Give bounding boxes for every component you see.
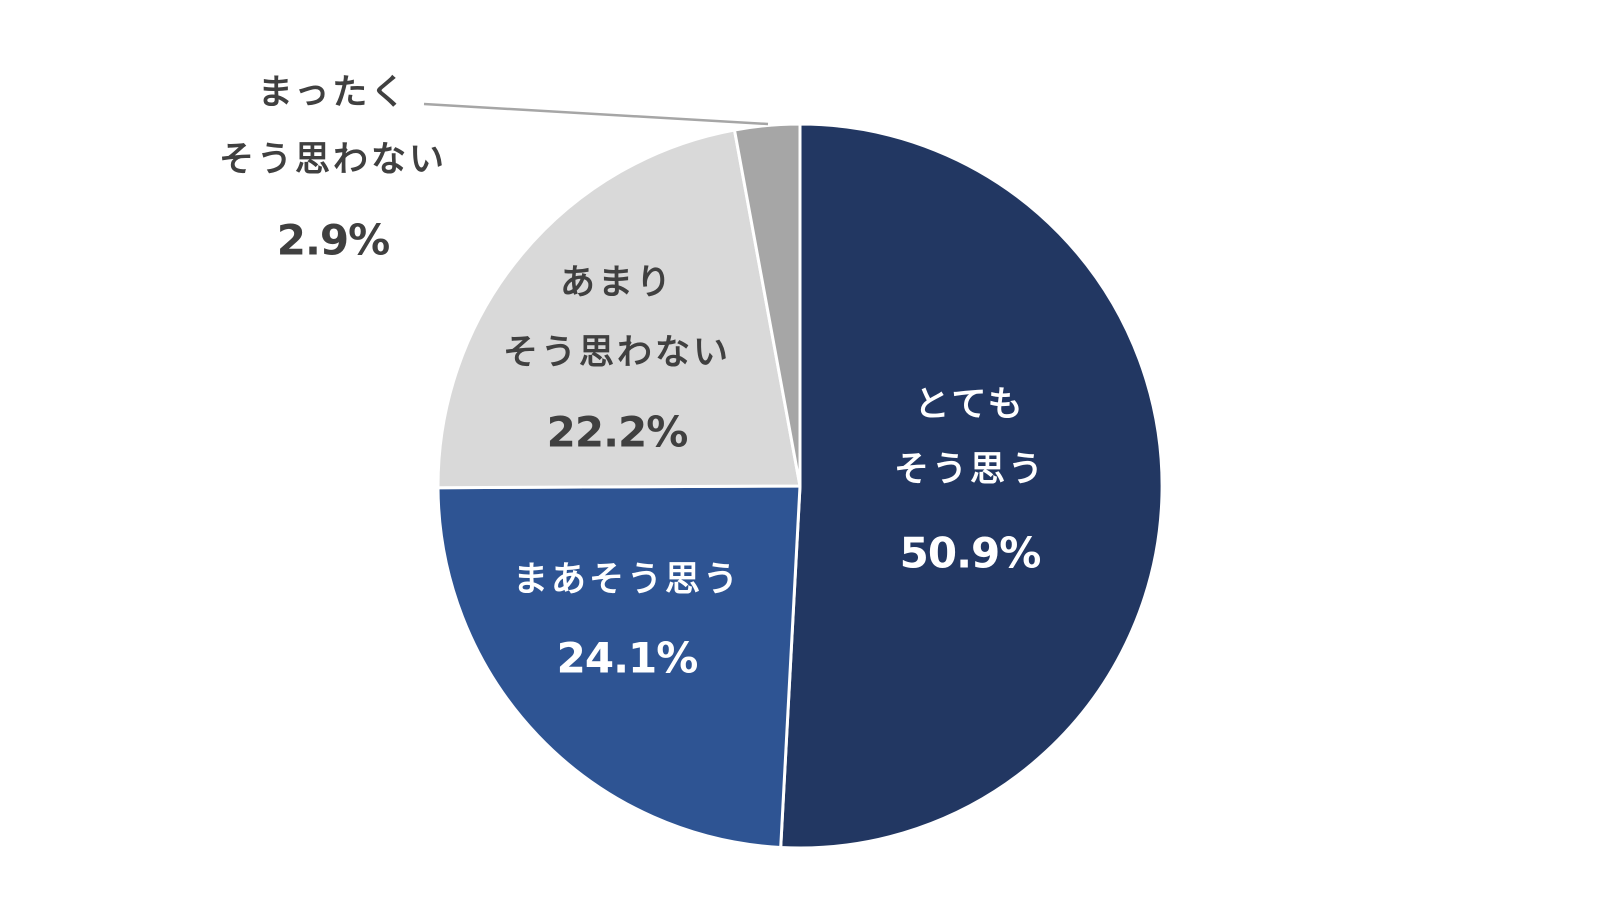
pie-slice-2: [436, 484, 802, 849]
leader-line: [423, 102, 769, 126]
slice-value-label-4: 2.9%: [277, 216, 389, 265]
slice-label-4-line-2: そう思わない: [219, 140, 447, 180]
pie-slice-3: [436, 128, 802, 490]
slice-value-label-3: 22.2%: [547, 408, 688, 457]
slice-label-1-line-2: そう思う: [894, 450, 1046, 490]
slice-value-label-2: 24.1%: [557, 634, 698, 683]
slice-label-2-line-1: まあそう思う: [513, 560, 741, 600]
slice-label-1-line-1: とても: [914, 385, 1025, 425]
pie-slice-4: [732, 122, 802, 488]
slice-label-3-line-2: そう思わない: [503, 333, 731, 373]
pie-slices: [436, 122, 1164, 850]
pie-slice-1: [779, 122, 1164, 850]
slice-label-4-line-1: まったく: [258, 73, 409, 113]
slice-label-2: まあそう思う 24.1%: [513, 560, 741, 683]
slice-value-label-1: 50.9%: [900, 529, 1041, 578]
slice-label-3-line-1: あまり: [560, 263, 674, 303]
